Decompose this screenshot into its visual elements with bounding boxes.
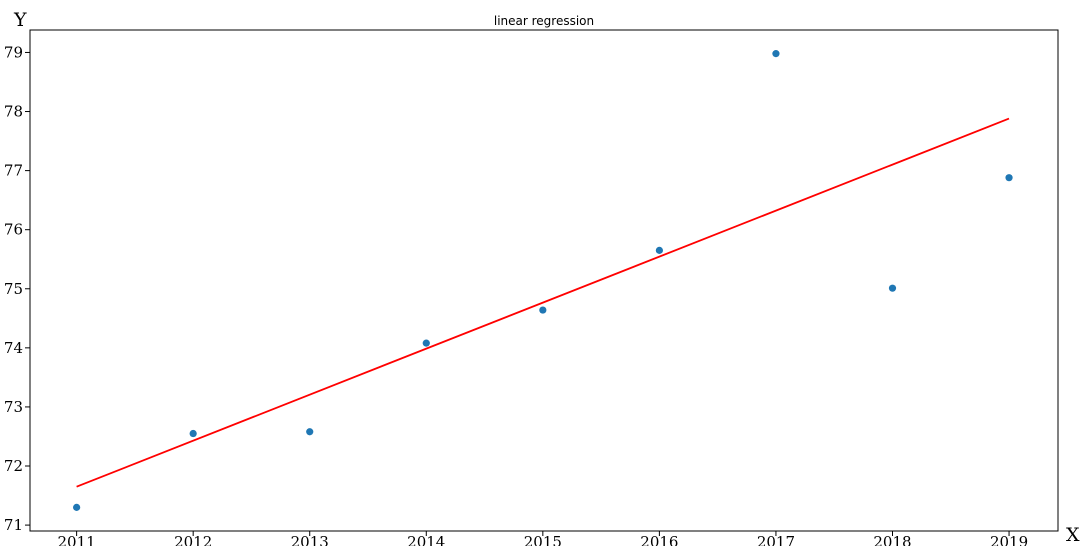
- scatter-point: [1005, 174, 1013, 182]
- x-tick-label: 2016: [640, 533, 678, 546]
- regression-line: [76, 117, 1010, 488]
- y-tick-label: 74: [4, 339, 23, 357]
- x-axis-title: X: [1066, 524, 1080, 546]
- y-tick-label: 77: [4, 162, 23, 180]
- scatter-point: [888, 284, 897, 292]
- scatter-point: [422, 339, 430, 347]
- x-tick-label: 2011: [58, 533, 96, 546]
- x-tick-label: 2013: [291, 533, 329, 546]
- scatter-point: [306, 428, 314, 436]
- y-tick-label: 71: [4, 516, 23, 534]
- scatter-point: [189, 429, 197, 438]
- chart-title: linear regression: [494, 14, 594, 28]
- x-tick-label: 2018: [873, 533, 911, 546]
- y-axis-title: Y: [13, 9, 27, 31]
- y-tick-label: 75: [4, 280, 23, 298]
- scatter-point: [73, 503, 81, 511]
- scatter-point: [772, 50, 780, 58]
- y-tick-label: 76: [4, 221, 23, 239]
- scatter-point: [655, 246, 663, 254]
- y-axis: 71 72 73 74 75 76 77 78 79: [4, 43, 30, 534]
- x-axis: 2011 2012 2013 2014 2015 2016 2017 2018 2019: [58, 531, 1028, 546]
- plot-area: [73, 50, 1013, 511]
- y-tick-label: 79: [4, 43, 23, 61]
- plot-frame: [29, 29, 1059, 532]
- x-tick-label: 2015: [524, 533, 562, 546]
- y-tick-label: 73: [4, 398, 23, 416]
- y-tick-label: 78: [4, 103, 23, 121]
- scatter-point: [539, 306, 547, 314]
- x-tick-label: 2017: [757, 533, 795, 546]
- x-tick-label: 2014: [407, 533, 445, 546]
- y-tick-label: 72: [4, 457, 23, 475]
- x-tick-label: 2019: [990, 533, 1028, 546]
- x-tick-label: 2012: [174, 533, 212, 546]
